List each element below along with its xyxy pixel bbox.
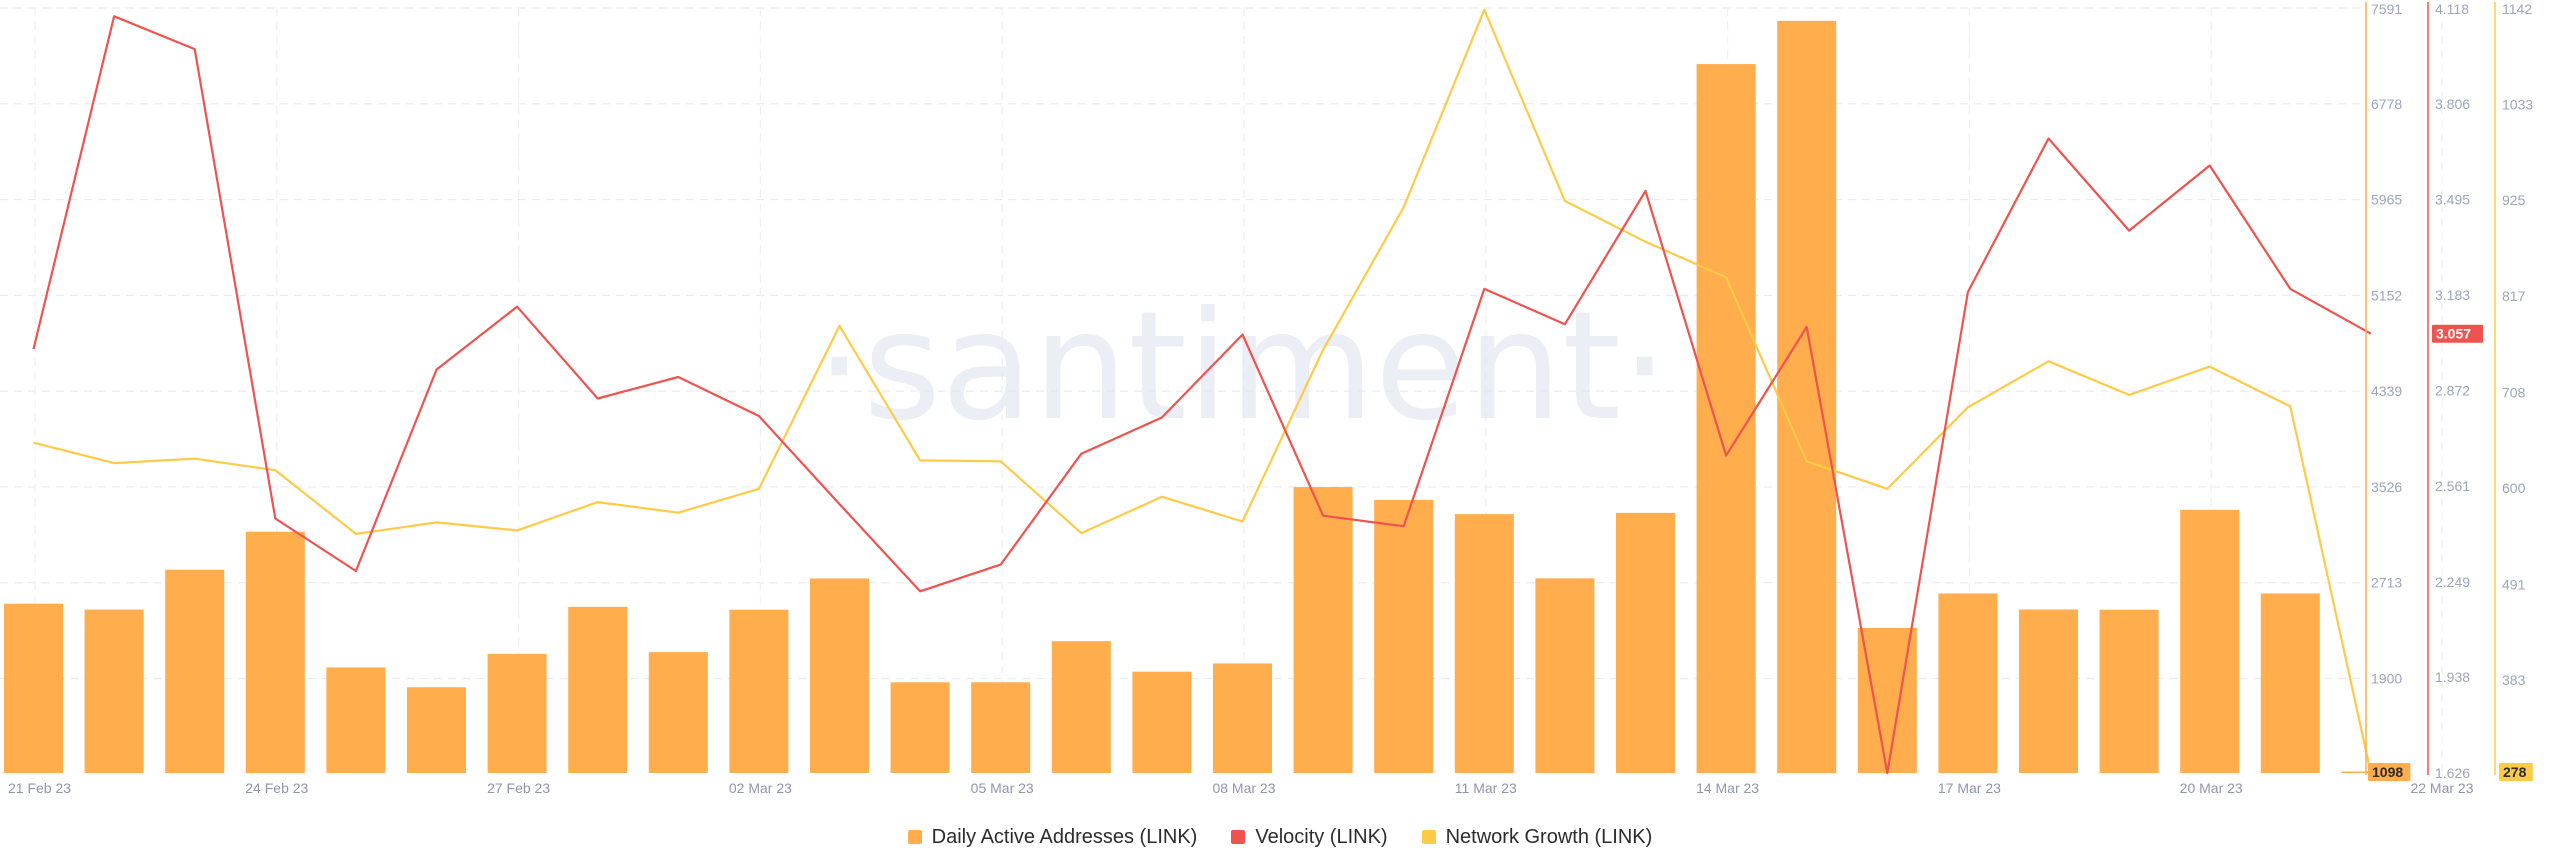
daa-bar[interactable] bbox=[1051, 641, 1111, 773]
daa-bar[interactable] bbox=[2099, 609, 2159, 773]
daa-bar[interactable] bbox=[648, 652, 708, 773]
x-tick-label: 11 Mar 23 bbox=[1455, 780, 1517, 796]
x-tick-label: 21 Feb 23 bbox=[8, 780, 71, 796]
velocity-tick-label: 2.249 bbox=[2435, 574, 2470, 590]
legend-item-daa[interactable]: Daily Active Addresses (LINK) bbox=[907, 825, 1198, 849]
legend-item-network-growth[interactable]: Network Growth (LINK) bbox=[1421, 825, 1653, 849]
daa-bar[interactable] bbox=[1938, 593, 1998, 773]
x-tick-label: 05 Mar 23 bbox=[971, 780, 1034, 796]
velocity-tick-label: 4.118 bbox=[2435, 1, 2469, 17]
x-tick-label: 27 Feb 23 bbox=[487, 780, 550, 796]
x-axis-ticks: 21 Feb 23 24 Feb 23 27 Feb 23 02 Mar 23 05 M… bbox=[8, 780, 2474, 796]
daa-bar[interactable] bbox=[568, 606, 628, 773]
daa-bar[interactable] bbox=[1616, 512, 1675, 773]
velocity-tick-label: 3.183 bbox=[2435, 287, 2470, 303]
velocity-current-badge bbox=[2432, 324, 2483, 343]
x-tick-label: 20 Mar 23 bbox=[2180, 780, 2243, 796]
velocity-line[interactable] bbox=[32, 15, 2372, 775]
network-growth-tick-label: 1033 bbox=[2502, 97, 2533, 113]
velocity-current-value: 3.057 bbox=[2436, 326, 2471, 342]
daa-tick-label: 1900 bbox=[2371, 671, 2402, 687]
daa-tick-label: 3526 bbox=[2371, 479, 2402, 495]
daa-bar[interactable] bbox=[2180, 509, 2240, 773]
x-tick-label: 22 Mar 23 bbox=[2410, 780, 2473, 796]
velocity-tick-label: 1.938 bbox=[2435, 669, 2470, 685]
legend-label-network-growth: Network Growth (LINK) bbox=[1445, 825, 1653, 848]
daa-tick-label: 4339 bbox=[2371, 383, 2402, 399]
daa-bar[interactable] bbox=[245, 531, 305, 773]
network-growth-tick-label: 491 bbox=[2502, 576, 2526, 592]
x-tick-label: 24 Feb 23 bbox=[245, 780, 308, 796]
daa-bar[interactable] bbox=[890, 682, 950, 773]
daa-bar[interactable] bbox=[1132, 671, 1192, 773]
velocity-tick-label: 3.495 bbox=[2435, 191, 2470, 207]
daa-tick-label: 7591 bbox=[2371, 1, 2402, 17]
legend-item-velocity[interactable]: Velocity (LINK) bbox=[1231, 825, 1388, 849]
daa-bar[interactable] bbox=[971, 682, 1031, 773]
daa-bar[interactable] bbox=[2019, 609, 2078, 773]
daa-bar[interactable] bbox=[1293, 487, 1353, 773]
network-growth-current-value: 278 bbox=[2503, 764, 2527, 780]
axes: 7591 6778 5965 5152 4339 3526 2713 1900 1098 4.11… bbox=[2365, 1, 2533, 781]
daa-current-badge bbox=[2368, 763, 2411, 781]
daa-bar[interactable] bbox=[326, 667, 386, 773]
legend-swatch-velocity bbox=[1231, 830, 1246, 844]
network-growth-tick-label: 383 bbox=[2502, 672, 2526, 688]
daa-bar[interactable] bbox=[1374, 499, 1434, 773]
network-growth-current-badge bbox=[2499, 763, 2533, 781]
network-growth-tick-label: 708 bbox=[2502, 384, 2526, 400]
daa-current-value: 1098 bbox=[2372, 764, 2403, 780]
velocity-tick-label: 3.806 bbox=[2435, 96, 2470, 112]
daa-tick-label: 2713 bbox=[2371, 575, 2402, 591]
legend-swatch-daa bbox=[907, 830, 922, 844]
daa-bar[interactable] bbox=[407, 687, 466, 773]
daa-bar[interactable] bbox=[810, 578, 869, 773]
daa-bar[interactable] bbox=[1696, 64, 1756, 774]
daa-bars bbox=[4, 20, 2401, 774]
x-tick-label: 14 Mar 23 bbox=[1696, 780, 1759, 796]
legend-label-velocity: Velocity (LINK) bbox=[1255, 825, 1388, 848]
legend: Daily Active Addresses (LINK) Velocity (… bbox=[0, 822, 2560, 852]
network-growth-line[interactable] bbox=[33, 8, 2372, 774]
network-growth-tick-label: 1142 bbox=[2502, 1, 2532, 17]
legend-label-daa: Daily Active Addresses (LINK) bbox=[931, 825, 1198, 848]
velocity-tick-label: 2.872 bbox=[2435, 383, 2470, 399]
network-growth-tick-label: 817 bbox=[2502, 288, 2526, 304]
series-lines bbox=[32, 8, 2372, 775]
daa-bar[interactable] bbox=[1535, 578, 1595, 773]
daa-bar[interactable] bbox=[1454, 514, 1514, 773]
x-tick-label: 08 Mar 23 bbox=[1212, 780, 1275, 796]
network-growth-tick-label: 600 bbox=[2502, 480, 2526, 496]
daa-bar[interactable] bbox=[84, 609, 144, 773]
velocity-tick-label: 2.561 bbox=[2435, 478, 2470, 494]
daa-tick-label: 5965 bbox=[2371, 192, 2402, 208]
daa-bar[interactable] bbox=[1213, 663, 1272, 773]
daa-bar[interactable] bbox=[2260, 593, 2320, 773]
daa-bar[interactable] bbox=[165, 569, 225, 773]
watermark: ·santiment· bbox=[815, 280, 1668, 454]
daa-bar[interactable] bbox=[1777, 20, 1837, 774]
daa-bar[interactable] bbox=[729, 609, 789, 773]
daa-tick-label: 6778 bbox=[2371, 96, 2402, 112]
daa-bar[interactable] bbox=[487, 653, 547, 773]
legend-swatch-network-growth bbox=[1421, 830, 1436, 844]
network-growth-tick-label: 925 bbox=[2502, 192, 2526, 208]
x-tick-label: 17 Mar 23 bbox=[1938, 780, 2001, 796]
daa-tick-label: 5152 bbox=[2371, 287, 2402, 303]
x-tick-label: 02 Mar 23 bbox=[729, 780, 792, 796]
velocity-tick-label: 1.626 bbox=[2435, 765, 2470, 781]
daa-bar[interactable] bbox=[4, 603, 63, 773]
